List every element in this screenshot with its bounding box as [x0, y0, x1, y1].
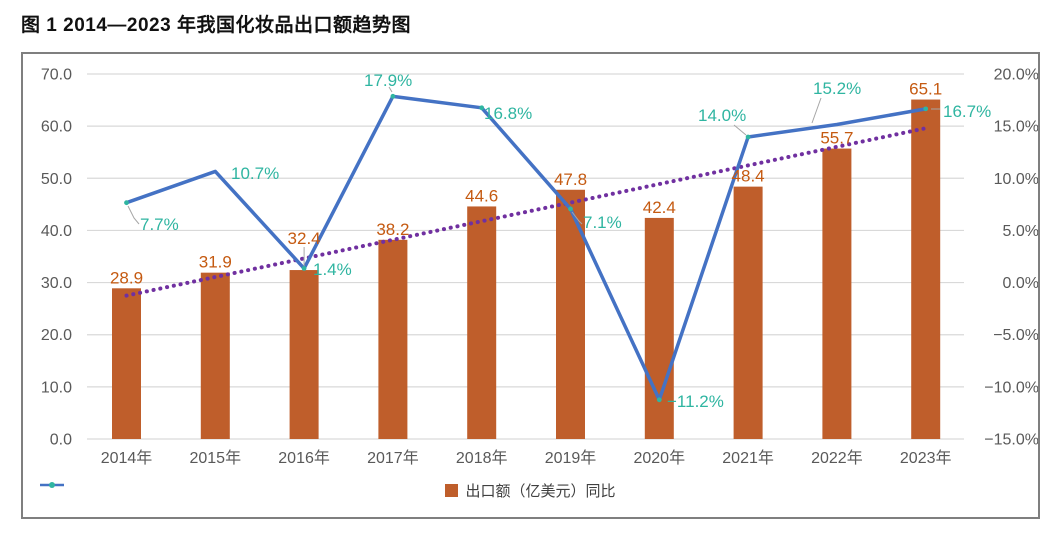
export-bar: [200, 272, 230, 439]
yoy-point-marker: [745, 134, 751, 140]
yoy-point-label: 14.0%: [698, 106, 746, 125]
yoy-point-label: 7.1%: [583, 213, 622, 232]
left-axis-tick-label: 30.0: [41, 275, 72, 292]
right-axis-tick-label: 10.0%: [994, 171, 1038, 188]
export-bar: [467, 206, 497, 439]
right-axis-tick-label: −5.0%: [993, 327, 1038, 344]
right-axis-tick-label: 15.0%: [994, 119, 1038, 136]
bar-value-label: 44.6: [465, 186, 498, 205]
yoy-point-label: 15.2%: [813, 79, 861, 98]
left-axis-tick-label: 10.0: [41, 379, 72, 396]
yoy-point-label: 7.7%: [140, 215, 179, 234]
yoy-point-marker: [390, 93, 396, 99]
right-axis-tick-label: 5.0%: [1003, 223, 1038, 240]
right-axis-tick-label: 20.0%: [994, 67, 1038, 84]
x-axis-label: 2019年: [545, 449, 597, 467]
chart-svg: 70.0 20.0% 60.0 15.0% 50.0 10.0% 40.0 5.0% 30.0 0…: [41, 67, 1038, 468]
x-axis-label: 2015年: [189, 449, 241, 467]
x-axis-label: 2022年: [811, 449, 863, 467]
yoy-point-label: 16.8%: [484, 104, 532, 123]
figure-title: 图 1 2014—2023 年我国化妆品出口额趋势图: [21, 15, 411, 36]
label-leader-line: [733, 124, 747, 136]
export-legend-swatch: [445, 484, 459, 497]
yoy-point-marker: [923, 106, 929, 112]
chart-frame: 70.0 20.0% 60.0 15.0% 50.0 10.0% 40.0 5.0% 30.0 0…: [21, 52, 1040, 519]
export-bar: [822, 148, 852, 440]
x-axis-label: 2017年: [367, 449, 419, 467]
yoy-legend-dot: [49, 482, 55, 488]
bar-value-label: 48.4: [732, 167, 765, 186]
x-axis-label: 2023年: [900, 449, 952, 467]
label-leader-line: [571, 211, 583, 225]
bar-value-label: 28.9: [110, 268, 143, 287]
label-leader-line: [127, 205, 140, 225]
x-axis-label: 2018年: [456, 449, 508, 467]
left-axis-tick-label: 0.0: [50, 432, 72, 449]
right-axis-tick-label: 0.0%: [1003, 275, 1038, 292]
yoy-point-label: 17.9%: [364, 71, 412, 90]
yoy-point-label: 1.4%: [313, 260, 352, 279]
bar-value-label: 38.2: [376, 220, 409, 239]
yoy-point-marker: [301, 265, 307, 271]
export-bar: [112, 288, 141, 439]
bar-value-label: 47.8: [554, 170, 587, 189]
yoy-point-marker: [479, 105, 485, 111]
export-bar: [378, 239, 408, 439]
yoy-point-label: −11.2%: [667, 392, 724, 411]
bar-value-label: 55.7: [820, 129, 853, 148]
left-axis-tick-label: 60.0: [41, 119, 72, 136]
yoy-point-marker: [568, 206, 573, 212]
left-axis-tick-label: 70.0: [41, 67, 72, 84]
chart-legend: 出口额（亿美元） 同比: [23, 480, 1038, 501]
bar-value-label: 65.1: [909, 80, 942, 99]
label-leader-line: [388, 86, 393, 93]
x-axis-label: 2016年: [278, 449, 330, 467]
yoy-point-marker: [656, 397, 662, 403]
trend-line: [124, 126, 928, 298]
label-leader-line: [811, 97, 822, 124]
yoy-point-label: 10.7%: [231, 164, 279, 183]
export-legend-label: 出口额（亿美元）: [465, 483, 586, 500]
export-bar: [733, 186, 763, 439]
export-bar: [911, 99, 941, 439]
left-axis-tick-label: 40.0: [41, 223, 72, 240]
left-axis-tick-label: 50.0: [41, 171, 72, 188]
x-axis-label: 2021年: [722, 449, 774, 467]
yoy-legend-label: 同比: [585, 483, 616, 500]
yoy-line: [124, 94, 928, 402]
bar-value-label: 32.4: [288, 229, 321, 248]
yoy-legend-marker: [40, 482, 64, 488]
x-axis-label: 2020年: [633, 449, 685, 467]
yoy-point-label: 16.7%: [943, 102, 991, 121]
right-axis-tick-label: −15.0%: [984, 432, 1038, 449]
bar-value-label: 31.9: [199, 253, 232, 272]
yoy-point-marker: [124, 200, 129, 206]
right-axis-tick-label: −10.0%: [984, 379, 1038, 396]
left-axis-tick-label: 20.0: [41, 327, 72, 344]
export-bar: [289, 270, 319, 439]
bar-value-label: 42.4: [643, 198, 676, 217]
x-axis-label: 2014年: [101, 449, 153, 467]
